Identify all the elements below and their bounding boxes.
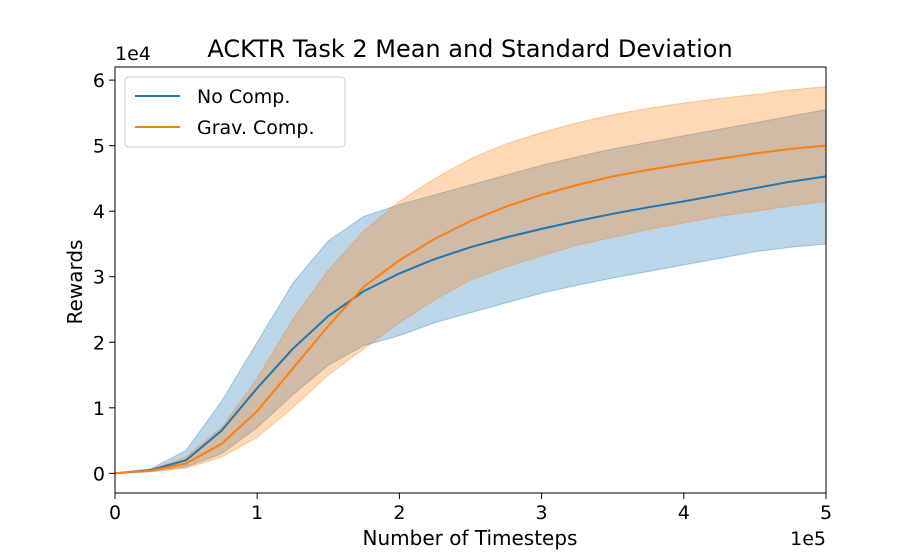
y-tick-label: 3	[93, 267, 105, 289]
y-scale-label: 1e4	[115, 43, 151, 65]
chart-title: ACKTR Task 2 Mean and Standard Deviation	[207, 35, 732, 63]
plot-frame	[114, 66, 827, 494]
x-tick-label: 2	[393, 502, 405, 524]
x-tick-label: 3	[536, 502, 548, 524]
y-tick-label: 1	[93, 398, 105, 420]
mean-line-grav-comp	[114, 144, 827, 475]
mean-line-no-comp	[114, 175, 827, 475]
x-axis-ticks: 0 1 2 3 4 5	[109, 493, 832, 524]
y-axis-ticks: 0 1 2 3 4 5 6	[93, 70, 115, 485]
y-tick-label: 4	[93, 201, 105, 223]
y-tick-label: 6	[93, 70, 105, 92]
y-tick-label: 5	[93, 136, 105, 158]
x-scale-label: 1e5	[790, 528, 826, 550]
y-axis-label: Rewards	[63, 240, 87, 325]
x-tick-label: 5	[820, 502, 832, 524]
legend-box	[124, 76, 346, 148]
mean-lines	[114, 144, 827, 475]
legend-label-grav-comp: Grav. Comp.	[197, 117, 315, 139]
y-tick-label: 2	[93, 332, 105, 354]
y-tick-label: 0	[93, 463, 105, 485]
x-axis-label: Number of Timesteps	[363, 526, 578, 550]
std-bands	[114, 86, 827, 474]
x-tick-label: 0	[109, 502, 121, 524]
x-tick-label: 1	[251, 502, 263, 524]
legend-label-no-comp: No Comp.	[197, 86, 290, 108]
x-tick-label: 4	[678, 502, 690, 524]
legend: No Comp. Grav. Comp.	[124, 76, 346, 148]
